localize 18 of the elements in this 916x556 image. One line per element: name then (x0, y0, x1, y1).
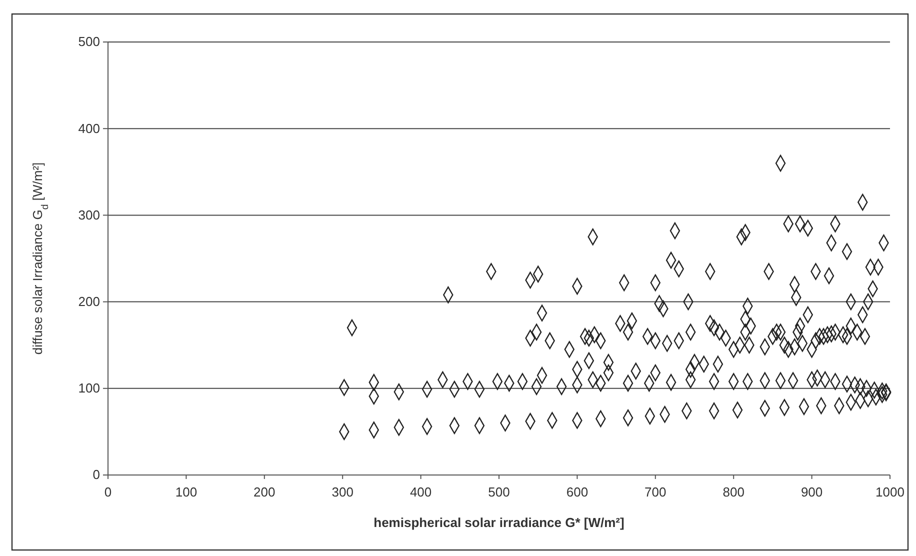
x-tick-label: 700 (644, 484, 666, 500)
x-axis-title: hemispherical solar irradiance G* [W/m²] (374, 515, 624, 530)
x-tick-label: 800 (722, 484, 744, 500)
x-tick-label: 500 (488, 484, 510, 500)
x-tick-label: 600 (566, 484, 588, 500)
y-tick-label: 300 (78, 207, 100, 222)
y-tick-label: 100 (78, 380, 100, 396)
x-tick-label: 200 (254, 484, 276, 500)
y-tick-label: 500 (78, 34, 100, 50)
x-tick-label: 100 (175, 484, 198, 500)
y-tick-label: 200 (78, 294, 100, 309)
x-tick-label: 0 (104, 484, 112, 500)
y-tick-label: 0 (92, 467, 100, 482)
x-tick-label: 900 (800, 484, 823, 500)
x-tick-label: 300 (332, 484, 354, 500)
x-tick-label: 1000 (876, 484, 904, 500)
y-tick-label: 400 (78, 120, 100, 136)
x-tick-label: 400 (410, 484, 432, 500)
